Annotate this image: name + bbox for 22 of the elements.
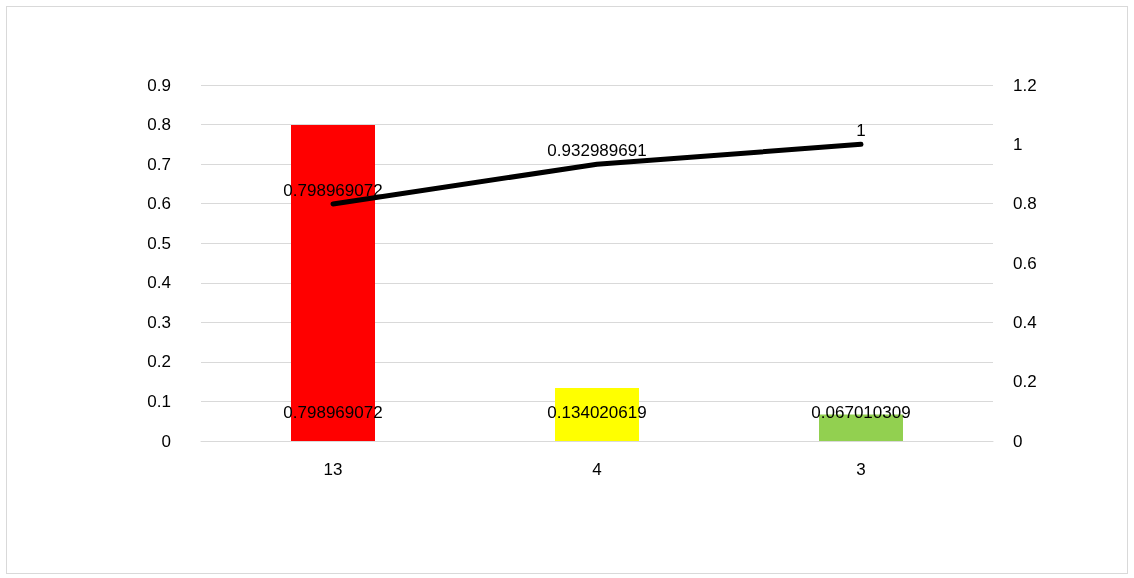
data-label: 1: [856, 121, 866, 141]
y-tick-label: 0.5: [147, 233, 171, 253]
y2-tick-label: 1.2: [1013, 75, 1037, 95]
x-tick-label: 13: [323, 460, 343, 479]
y-tick-label: 0.3: [147, 312, 171, 332]
y-tick-label: 0.6: [147, 194, 171, 214]
y2-tick-label: 0.8: [1013, 194, 1037, 214]
y-tick-label: 0.4: [147, 273, 171, 293]
y-tick-label: 0.7: [147, 154, 171, 174]
y2-tick-label: 1: [1013, 134, 1023, 154]
x-tick-label: 4: [592, 460, 602, 479]
y-tick-label: 0: [161, 431, 171, 451]
y-tick-label: 0.1: [147, 391, 171, 411]
y2-tick-label: 0.2: [1013, 372, 1037, 392]
y-tick-label: 0.9: [147, 75, 171, 95]
y-tick-label: 0.2: [147, 352, 171, 372]
x-tick-label: 3: [856, 460, 866, 479]
y2-tick-label: 0.4: [1013, 312, 1037, 332]
data-label: 0.932989691: [547, 141, 647, 161]
y2-tick-label: 0: [1013, 431, 1023, 451]
y-tick-label: 0.8: [147, 115, 171, 135]
y2-tick-label: 0.6: [1013, 253, 1037, 273]
